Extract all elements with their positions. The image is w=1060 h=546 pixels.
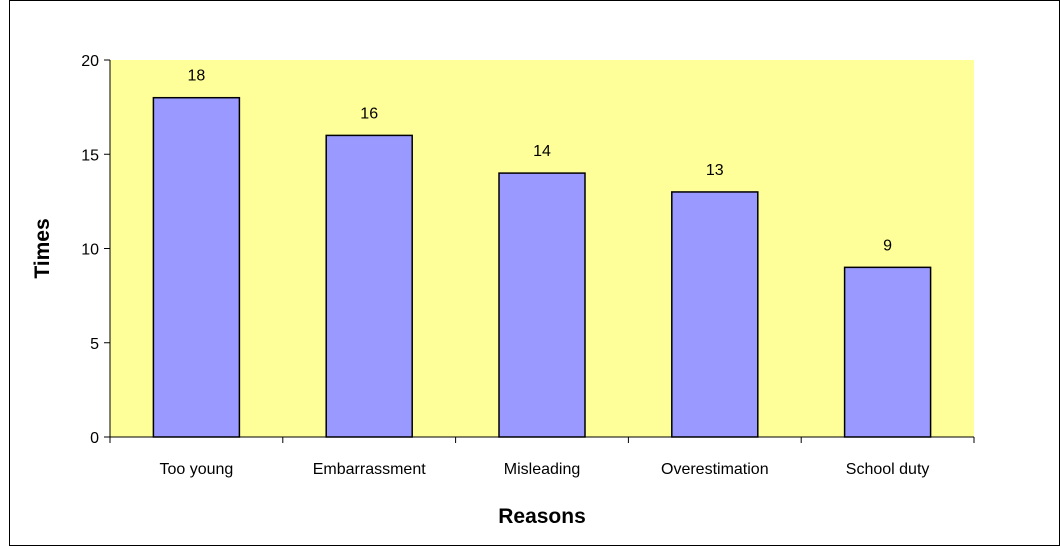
y-tick-label-1: 5 — [90, 336, 99, 353]
bars-group — [152, 96, 932, 438]
x-axis-title: Reasons — [498, 505, 586, 528]
y-tick-label-4: 20 — [81, 53, 99, 70]
bar-1 — [325, 134, 413, 438]
data-label-2: 14 — [533, 143, 551, 160]
x-tick-label-3: Overestimation — [661, 461, 769, 478]
data-label-3: 13 — [706, 162, 724, 179]
y-tick-label-3: 15 — [81, 147, 99, 164]
y-axis-title: Times — [31, 218, 54, 278]
bar-0 — [152, 96, 241, 438]
x-axis: Too young Embarrassment Misleading Overesti… — [109, 436, 975, 478]
x-tick-label-0: Too young — [159, 461, 233, 478]
data-labels-group: 18 16 14 13 9 — [188, 68, 893, 255]
bar-4 — [843, 266, 932, 438]
x-tick-label-2: Misleading — [504, 461, 580, 478]
x-tick-label-4: School duty — [846, 461, 930, 478]
bar-2 — [498, 172, 586, 438]
x-tick-label-1: Embarrassment — [313, 461, 426, 478]
y-tick-label-0: 0 — [90, 430, 99, 447]
data-label-4: 9 — [883, 237, 892, 254]
y-tick-label-2: 10 — [81, 242, 99, 259]
data-label-1: 16 — [360, 105, 378, 122]
y-axis: 0 5 10 15 20 — [81, 53, 111, 447]
data-label-0: 18 — [188, 68, 206, 85]
bar-3 — [671, 191, 759, 438]
